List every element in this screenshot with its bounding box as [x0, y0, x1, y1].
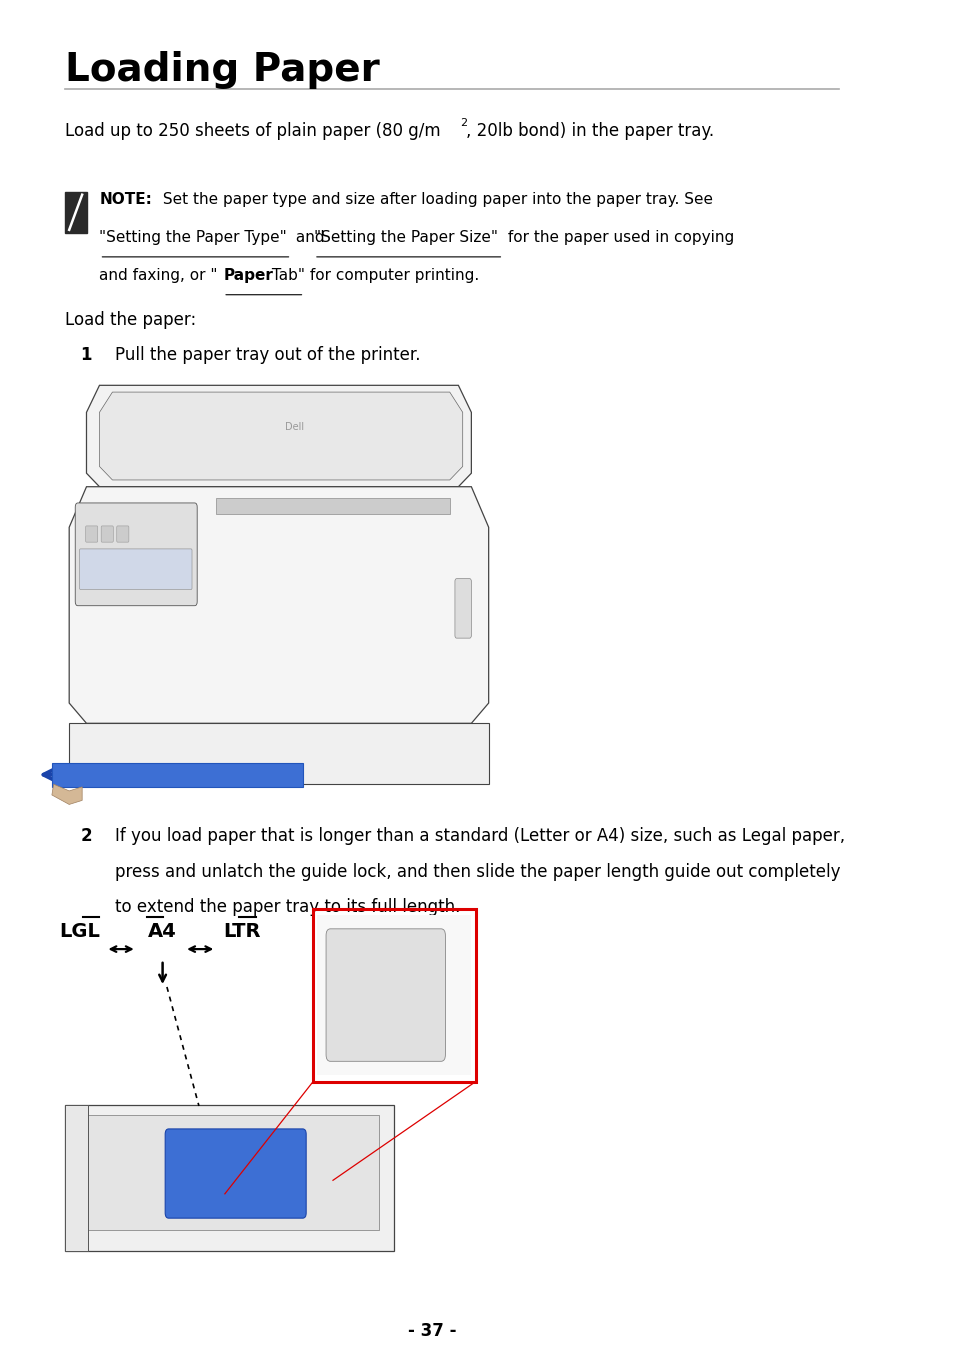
FancyBboxPatch shape: [216, 498, 449, 514]
Text: to extend the paper tray to its full length.: to extend the paper tray to its full len…: [115, 898, 460, 915]
FancyBboxPatch shape: [165, 1129, 306, 1218]
FancyBboxPatch shape: [65, 1105, 394, 1251]
Polygon shape: [87, 385, 471, 487]
Text: 2: 2: [80, 827, 91, 845]
Text: Load the paper:: Load the paper:: [65, 311, 196, 329]
Text: - 37 -: - 37 -: [408, 1322, 456, 1340]
Text: Loading Paper: Loading Paper: [65, 51, 379, 89]
FancyBboxPatch shape: [317, 915, 471, 1075]
Text: and faxing, or ": and faxing, or ": [99, 268, 217, 283]
Text: "Setting the Paper Type": "Setting the Paper Type": [99, 230, 287, 245]
Text: LTR: LTR: [223, 922, 261, 941]
Polygon shape: [99, 392, 462, 480]
FancyBboxPatch shape: [75, 503, 197, 606]
Text: If you load paper that is longer than a standard (Letter or A4) size, such as Le: If you load paper that is longer than a …: [115, 827, 844, 845]
FancyBboxPatch shape: [86, 526, 97, 542]
Text: Paper: Paper: [223, 268, 273, 283]
Text: 1: 1: [80, 346, 91, 364]
Polygon shape: [51, 784, 82, 804]
Text: A4: A4: [148, 922, 177, 941]
Polygon shape: [70, 487, 488, 723]
Text: for the paper used in copying: for the paper used in copying: [503, 230, 734, 245]
FancyBboxPatch shape: [51, 763, 302, 787]
Text: NOTE:: NOTE:: [99, 192, 152, 207]
Text: Set the paper type and size after loading paper into the paper tray. See: Set the paper type and size after loadin…: [158, 192, 713, 207]
FancyBboxPatch shape: [101, 526, 113, 542]
FancyBboxPatch shape: [455, 579, 471, 638]
Text: , 20lb bond) in the paper tray.: , 20lb bond) in the paper tray.: [466, 122, 714, 139]
Text: Dell: Dell: [284, 422, 303, 433]
FancyBboxPatch shape: [65, 192, 88, 233]
FancyBboxPatch shape: [79, 549, 192, 589]
FancyBboxPatch shape: [80, 1115, 378, 1230]
Text: Pull the paper tray out of the printer.: Pull the paper tray out of the printer.: [115, 346, 420, 364]
FancyBboxPatch shape: [326, 929, 445, 1061]
Text: 2: 2: [459, 119, 467, 128]
Text: Tab" for computer printing.: Tab" for computer printing.: [267, 268, 479, 283]
Text: "Setting the Paper Size": "Setting the Paper Size": [314, 230, 497, 245]
Polygon shape: [70, 723, 488, 784]
Text: Load up to 250 sheets of plain paper (80 g/m: Load up to 250 sheets of plain paper (80…: [65, 122, 440, 139]
Text: and: and: [292, 230, 330, 245]
Text: press and unlatch the guide lock, and then slide the paper length guide out comp: press and unlatch the guide lock, and th…: [115, 863, 840, 880]
FancyBboxPatch shape: [65, 1105, 88, 1251]
FancyBboxPatch shape: [116, 526, 129, 542]
Text: LGL: LGL: [59, 922, 100, 941]
